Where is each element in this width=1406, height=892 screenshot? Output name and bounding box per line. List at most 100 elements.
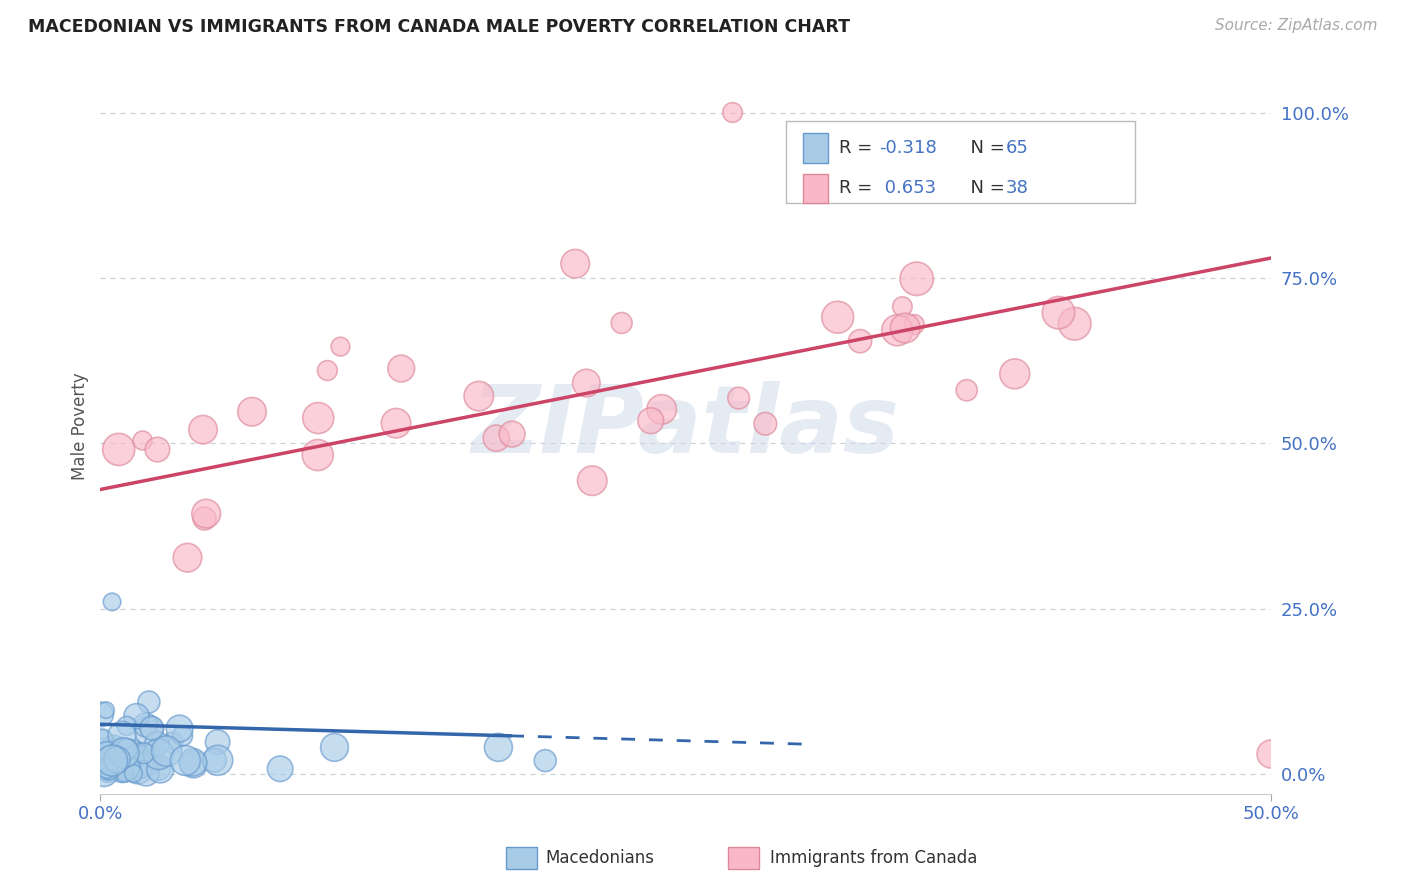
Point xyxy=(903,318,925,332)
Point xyxy=(468,389,491,403)
Text: R =: R = xyxy=(839,179,879,197)
Point xyxy=(269,762,291,776)
Point xyxy=(118,764,141,779)
Point xyxy=(129,758,152,772)
Point xyxy=(93,765,115,780)
Point xyxy=(141,721,163,735)
Text: N =: N = xyxy=(959,139,1011,157)
Point xyxy=(389,361,412,376)
Point xyxy=(111,744,134,758)
Point xyxy=(849,334,872,348)
Point xyxy=(146,442,169,457)
Point xyxy=(96,749,118,764)
Point xyxy=(96,759,118,773)
Point xyxy=(207,735,229,749)
Text: 0.653: 0.653 xyxy=(879,179,936,197)
Point xyxy=(485,431,508,445)
Point xyxy=(385,416,408,430)
Point xyxy=(143,746,166,760)
Point xyxy=(727,391,749,405)
Point xyxy=(105,753,128,767)
Point xyxy=(149,763,172,777)
Point xyxy=(148,747,170,762)
Point xyxy=(148,761,170,775)
Point xyxy=(96,761,118,775)
Point xyxy=(307,411,329,425)
Point xyxy=(103,741,125,756)
Point xyxy=(207,753,229,767)
Point xyxy=(581,474,603,488)
Point xyxy=(138,723,160,738)
Text: 38: 38 xyxy=(1005,179,1028,197)
Point xyxy=(103,759,125,773)
Text: -0.318: -0.318 xyxy=(879,139,936,157)
Point xyxy=(121,744,143,758)
Point xyxy=(127,747,149,761)
Point xyxy=(176,550,198,565)
Point xyxy=(127,750,149,764)
Point xyxy=(94,703,117,717)
Text: 65: 65 xyxy=(1005,139,1028,157)
Point xyxy=(135,766,157,780)
Point xyxy=(121,758,143,772)
Point xyxy=(125,709,148,723)
Point xyxy=(138,695,160,709)
Point xyxy=(107,442,129,457)
Point xyxy=(93,742,115,756)
Point xyxy=(101,595,124,609)
Text: R =: R = xyxy=(839,139,879,157)
Point xyxy=(122,766,145,780)
Point xyxy=(91,732,114,747)
Point xyxy=(132,746,155,760)
Point xyxy=(1260,747,1282,761)
Point xyxy=(101,754,124,768)
Point xyxy=(1063,317,1085,331)
Point xyxy=(905,272,928,286)
Point xyxy=(131,434,153,448)
Point xyxy=(891,300,914,314)
Point xyxy=(100,752,122,766)
Point xyxy=(316,363,339,377)
Point xyxy=(564,257,586,271)
Point xyxy=(90,707,112,722)
Point xyxy=(501,427,523,442)
Text: ZIPatlas: ZIPatlas xyxy=(471,381,900,473)
Point xyxy=(1004,367,1026,381)
Point xyxy=(174,754,197,768)
Point xyxy=(114,760,136,774)
Point xyxy=(112,764,135,779)
Point xyxy=(323,740,346,755)
Point xyxy=(135,753,157,767)
Point xyxy=(98,764,121,778)
Text: Source: ZipAtlas.com: Source: ZipAtlas.com xyxy=(1215,18,1378,33)
Point xyxy=(111,761,134,775)
Point xyxy=(112,746,135,760)
Point xyxy=(181,756,204,770)
Point xyxy=(329,340,352,354)
Point xyxy=(754,417,776,431)
Point xyxy=(156,744,179,758)
Point xyxy=(956,384,979,398)
Point xyxy=(96,750,118,764)
Point xyxy=(575,376,598,390)
Point xyxy=(1047,306,1070,320)
Point xyxy=(240,405,263,419)
Text: N =: N = xyxy=(959,179,1011,197)
Point xyxy=(204,753,226,767)
Text: Macedonians: Macedonians xyxy=(546,849,655,867)
Point xyxy=(97,763,120,777)
Point xyxy=(90,738,112,752)
Point xyxy=(534,754,557,768)
Point xyxy=(183,757,205,772)
Point xyxy=(191,423,214,437)
Point xyxy=(115,742,138,756)
Point xyxy=(135,718,157,732)
Point xyxy=(146,737,169,751)
Point xyxy=(115,719,138,733)
Point xyxy=(101,753,124,767)
Point xyxy=(640,414,662,428)
Point xyxy=(307,448,329,462)
Point xyxy=(193,511,215,525)
Text: MACEDONIAN VS IMMIGRANTS FROM CANADA MALE POVERTY CORRELATION CHART: MACEDONIAN VS IMMIGRANTS FROM CANADA MAL… xyxy=(28,18,851,36)
Point xyxy=(127,762,149,776)
